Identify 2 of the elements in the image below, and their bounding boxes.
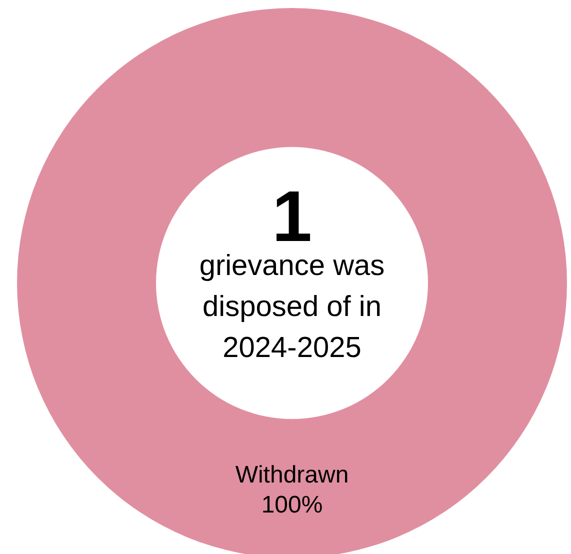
slice-label: Withdrawn	[235, 462, 349, 488]
data-label: 100%	[261, 492, 323, 518]
